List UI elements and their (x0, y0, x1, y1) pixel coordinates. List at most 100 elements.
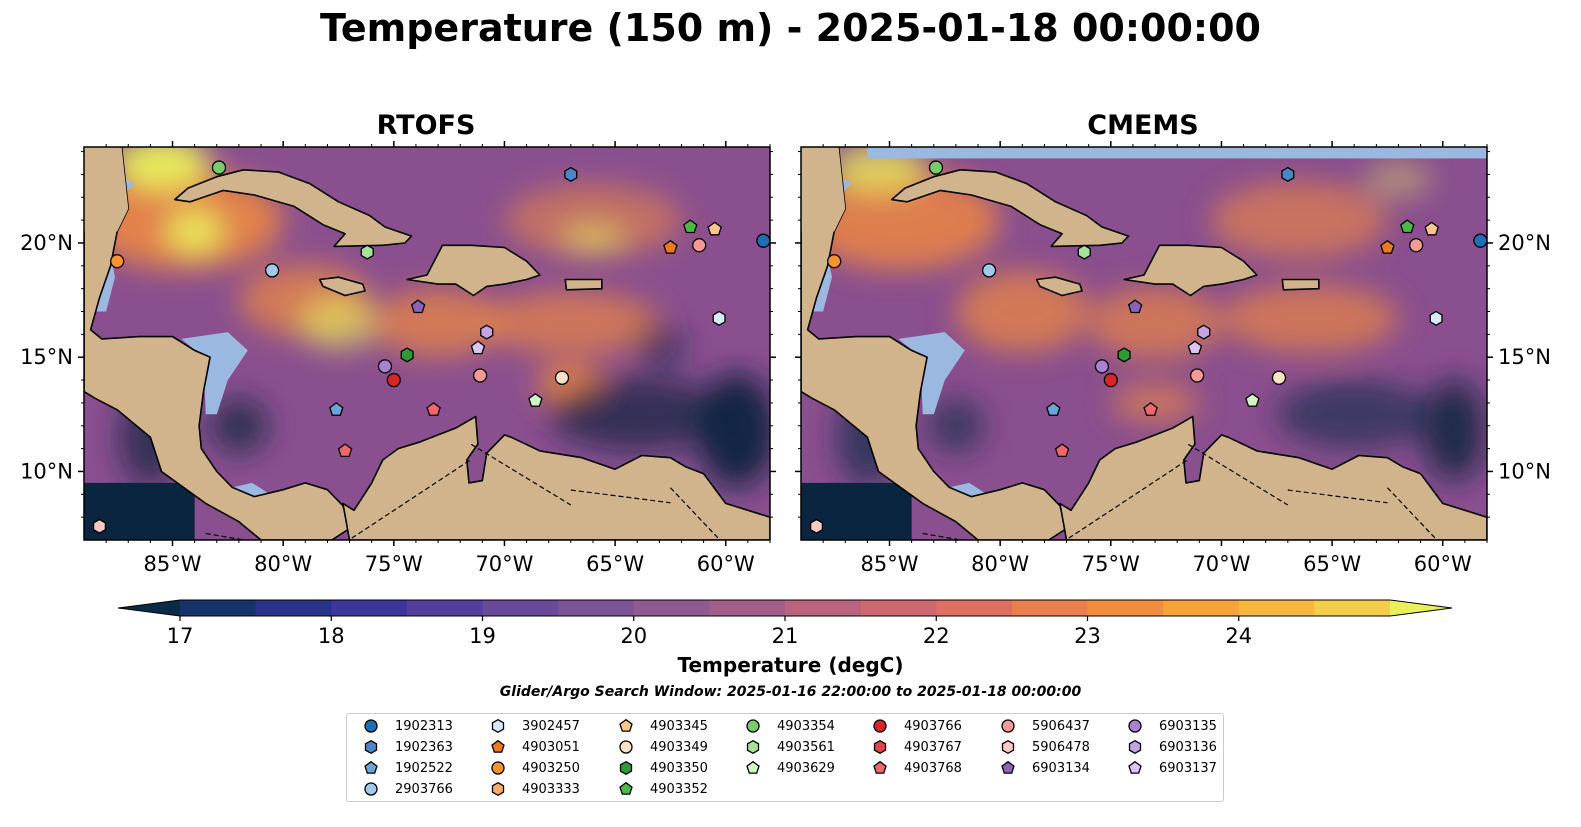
legend-marker-icon (1128, 739, 1142, 755)
legend-item-4903354: 4903354 (743, 716, 835, 736)
lon-tick-label: 75°W (365, 552, 423, 576)
rtofs-panel-title: RTOFS (376, 110, 476, 141)
temperature-anomaly (1210, 181, 1388, 259)
legend-marker-icon (364, 719, 378, 733)
colorbar-bin (1011, 600, 1089, 616)
legend-marker-icon (873, 760, 887, 774)
float-marker-4903768 (337, 443, 353, 458)
land-mass (801, 147, 846, 232)
temperature-anomaly (1221, 284, 1399, 353)
legend-marker-1902522 (364, 760, 378, 774)
border-line (669, 487, 721, 540)
legend-item-6903137: 6903137 (1125, 758, 1217, 778)
legend-item-4903629: 4903629 (743, 758, 835, 778)
float-marker-4903051 (663, 239, 678, 254)
legend-marker-4903561 (746, 739, 760, 755)
float-marker-4903345 (707, 221, 722, 236)
land-mass (406, 244, 541, 297)
legend-item-4903350: 4903350 (616, 758, 708, 778)
shallow-shelf (232, 482, 270, 497)
legend-marker-6903134 (1001, 760, 1015, 774)
legend-label: 4903345 (650, 718, 708, 734)
legend-label: 2903766 (395, 781, 453, 797)
legend-marker-icon (364, 760, 378, 774)
colorbar-bin (860, 600, 937, 616)
float-marker-5906437 (1409, 238, 1424, 253)
float-marker-4903768 (1054, 443, 1070, 458)
legend-marker-4903051 (491, 739, 505, 753)
legend-marker-icon (1001, 760, 1015, 774)
lat-tick-label: 15°N (1498, 345, 1551, 369)
legend-label: 1902313 (395, 718, 453, 734)
legend-marker-icon (1128, 719, 1142, 733)
legend-item-6903136: 6903136 (1125, 737, 1217, 757)
legend-item-4903333: 4903333 (488, 779, 580, 799)
temperature-anomaly (1365, 160, 1432, 198)
temperature-anomaly (1110, 382, 1200, 424)
legend-marker-icon (746, 719, 760, 733)
float-marker-4903352 (1400, 219, 1415, 234)
legend-item-1902522: 1902522 (361, 758, 453, 778)
float-marker-5906478 (809, 518, 824, 534)
float-marker-6903137 (470, 340, 486, 355)
legend-marker-1902313 (364, 719, 378, 733)
float-marker-4903349 (554, 370, 570, 385)
legend-marker-4903629 (746, 760, 760, 774)
lon-tick-label: 85°W (861, 552, 919, 576)
temperature-anomaly (298, 295, 379, 351)
border-line (1386, 487, 1438, 540)
float-marker-4903561 (360, 244, 374, 260)
legend-label: 4903767 (904, 739, 962, 755)
legend-label: 4903352 (650, 781, 708, 797)
legend-label: 4903768 (904, 760, 962, 776)
legend-label: 6903136 (1159, 739, 1217, 755)
float-marker-1902522 (329, 402, 344, 416)
legend-item-1902313: 1902313 (361, 716, 453, 736)
legend-marker-icon (491, 781, 505, 797)
colorbar-bin (331, 600, 408, 616)
colorbar-tick-label: 24 (1225, 624, 1252, 648)
colorbar-bin (255, 600, 332, 616)
legend-label: 5906478 (1032, 739, 1090, 755)
lat-tick-label: 20°N (20, 231, 73, 255)
border-line (570, 489, 671, 504)
temperature-anomaly (165, 208, 224, 255)
legend-marker-3902457 (491, 718, 505, 734)
legend-marker-icon (491, 739, 505, 753)
float-marker-2903766 (264, 263, 280, 278)
lon-tick-label: 70°W (475, 552, 533, 576)
lat-tick-label: 10°N (1498, 459, 1551, 483)
land-mass (1123, 244, 1258, 297)
colorbar-tick-label: 22 (923, 624, 950, 648)
float-marker-5906437 (692, 238, 707, 253)
float-marker-4903051 (1380, 239, 1395, 254)
colorbar-tick-label: 18 (318, 624, 345, 648)
legend-label: 4903629 (777, 760, 835, 776)
float-legend: 1902313 1902363 1902522 2903766 3902457 49030… (346, 713, 1224, 802)
colorbar-bin (558, 600, 635, 616)
lon-tick-label: 60°W (1414, 552, 1472, 576)
land-mass (890, 168, 1130, 248)
cmems-map-panel: 85°W 80°W 75°W 70°W 65°W 60°W 20°N 15°N 10°N (795, 141, 1551, 576)
land-mass (1281, 278, 1320, 291)
rtofs-map-panel: 85°W 80°W 75°W 70°W 65°W 60°W 20°N 15°N 10°N (20, 141, 776, 576)
legend-marker-icon (364, 782, 378, 796)
colorbar-tick-label: 21 (772, 624, 799, 648)
lon-tick-label: 65°W (586, 552, 644, 576)
colorbar-extend-min (118, 600, 180, 616)
float-marker-4903561 (1077, 244, 1091, 260)
figure-title: Temperature (150 m) - 2025-01-18 00:00:0… (319, 6, 1261, 50)
legend-marker-4903354 (746, 719, 760, 733)
float-marker-4903250 (827, 254, 842, 269)
lat-tick-label: 20°N (1498, 231, 1551, 255)
legend-item-3902457: 3902457 (488, 716, 580, 736)
colorbar-bin (1314, 600, 1391, 616)
legend-item-4903352: 4903352 (616, 779, 708, 799)
float-marker-1902363 (564, 166, 578, 182)
legend-label: 4903349 (650, 739, 708, 755)
float-marker-4903768 (426, 402, 441, 416)
legend-marker-4903349 (619, 740, 633, 754)
float-marker-1902522 (1046, 402, 1061, 416)
colorbar-bin (1238, 600, 1315, 616)
temperature-anomaly (559, 224, 627, 253)
